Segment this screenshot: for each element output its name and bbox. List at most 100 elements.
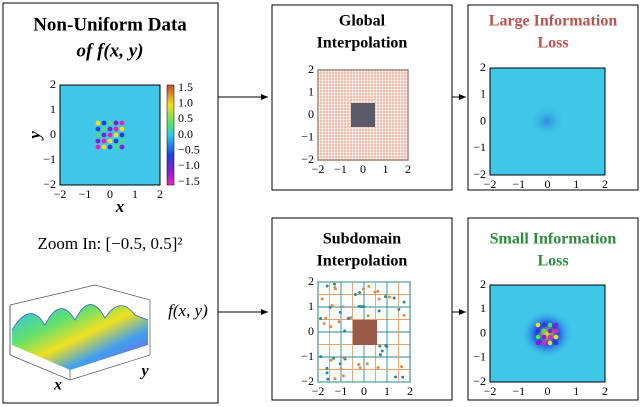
pattern-dot xyxy=(330,303,334,307)
pattern-dot xyxy=(353,292,357,296)
pattern-dot xyxy=(95,138,101,144)
pattern-dot xyxy=(333,377,337,381)
pattern-dot xyxy=(535,322,541,328)
x-tick-label: 0 xyxy=(107,187,113,201)
pattern-dot xyxy=(95,126,101,132)
title: Small Information xyxy=(490,231,617,248)
pattern-dot xyxy=(378,344,382,348)
pattern-dot xyxy=(400,365,404,369)
pattern-dot xyxy=(388,295,392,299)
pattern-dot xyxy=(319,317,323,321)
x-tick-label: 1 xyxy=(132,187,138,201)
pattern-dot xyxy=(328,305,332,309)
pattern-dot xyxy=(337,320,341,324)
pattern-dot xyxy=(553,340,559,346)
x-tick-label: 2 xyxy=(405,162,411,176)
pattern-dot xyxy=(107,144,113,150)
y-tick-label: −1 xyxy=(301,349,314,363)
x-tick-label: −2 xyxy=(312,384,325,398)
x-tick-label: −1 xyxy=(335,384,348,398)
arrows xyxy=(218,94,466,315)
pattern-dot xyxy=(392,296,396,300)
colorbar-tick-label: 1.0 xyxy=(178,95,193,109)
function-label: f(x, y) xyxy=(168,301,208,320)
pattern-dot xyxy=(113,138,119,144)
y-tick-label: 2 xyxy=(50,77,56,91)
colorbar xyxy=(166,84,175,186)
global-result-panel xyxy=(467,4,639,191)
center-block xyxy=(353,320,377,345)
x-tick-label: 0 xyxy=(545,384,551,398)
pattern-dot xyxy=(384,343,388,347)
x-tick-label: 0 xyxy=(361,384,367,398)
pattern-dot xyxy=(119,126,125,132)
x-tick-label: 2 xyxy=(602,384,608,398)
pattern-dot xyxy=(320,297,324,301)
pattern-dot xyxy=(338,310,342,314)
title: Interpolation xyxy=(317,35,408,52)
y-tick-label: 0 xyxy=(480,113,486,127)
y-tick-label: 2 xyxy=(308,62,314,76)
colorbar-tick-label: 1.5 xyxy=(178,80,193,94)
center-block xyxy=(351,103,375,127)
pattern-dot xyxy=(338,362,342,366)
pattern-dot xyxy=(357,362,361,366)
pattern-dot xyxy=(402,300,406,304)
pattern-dot xyxy=(376,289,380,293)
pattern-dot xyxy=(397,307,401,311)
pattern-dot xyxy=(107,138,113,144)
pattern-dot xyxy=(113,144,119,150)
pattern-dot xyxy=(367,284,371,288)
pattern-dot xyxy=(326,377,330,381)
surface-x-label: x xyxy=(53,377,62,394)
pattern-dot xyxy=(101,126,107,132)
pattern-dot xyxy=(366,314,370,318)
pattern-dot xyxy=(113,132,119,138)
x-tick-label: −2 xyxy=(54,187,67,201)
subdomain-panel xyxy=(271,217,453,401)
colorbar-tick-label: 0.5 xyxy=(178,111,193,125)
heatmap-pattern xyxy=(521,310,573,358)
heatmap-pattern xyxy=(95,120,125,150)
x-tick-label: −2 xyxy=(312,162,325,176)
pattern-dot xyxy=(101,138,107,144)
y-tick-label: −2 xyxy=(301,374,314,388)
y-tick-label: 1 xyxy=(50,102,56,116)
y-tick-label: −2 xyxy=(473,374,486,388)
pattern-dot xyxy=(324,316,328,320)
pattern-dot xyxy=(377,309,381,313)
y-tick-label: −1 xyxy=(301,129,314,143)
pattern-dot xyxy=(358,291,362,295)
colorbar-tick-label: 0.0 xyxy=(178,127,193,141)
x-label: x xyxy=(115,197,125,216)
pattern-dot xyxy=(553,328,559,334)
subdomain-result-panel xyxy=(467,217,639,401)
pattern-dot xyxy=(95,144,101,150)
x-tick-label: −2 xyxy=(484,177,497,191)
pattern-dot xyxy=(358,366,362,370)
pattern-dot xyxy=(325,284,329,288)
y-label: y xyxy=(25,131,44,141)
pattern-dot xyxy=(329,358,333,362)
pattern-dot xyxy=(373,290,377,294)
pattern-dot xyxy=(547,322,553,328)
y-tick-label: −2 xyxy=(43,177,56,191)
pattern-dot xyxy=(107,126,113,132)
pattern-dot xyxy=(319,355,323,359)
pattern-dot xyxy=(342,356,346,360)
pattern-dot xyxy=(119,144,125,150)
y-tick-label: 0 xyxy=(50,127,56,141)
y-tick-label: −1 xyxy=(473,140,486,154)
pattern-dot xyxy=(553,334,559,340)
pattern-dot xyxy=(119,120,125,126)
title: Global xyxy=(339,13,386,30)
y-tick-label: 0 xyxy=(308,107,314,121)
y-tick-label: 1 xyxy=(480,301,486,315)
pattern-dot xyxy=(101,120,107,126)
title: Loss xyxy=(537,253,568,270)
y-tick-label: 1 xyxy=(308,299,314,313)
colorbar-tick-label: −0.5 xyxy=(178,142,200,156)
y-tick-label: 1 xyxy=(308,84,314,98)
pattern-dot xyxy=(359,305,363,309)
pattern-dot xyxy=(325,366,329,370)
